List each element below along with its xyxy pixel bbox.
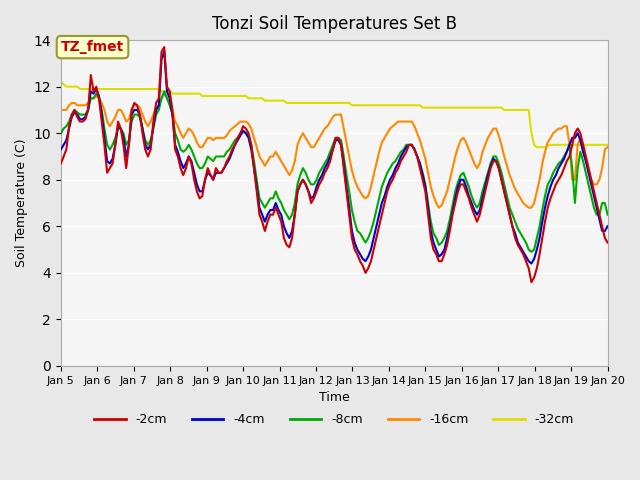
Y-axis label: Soil Temperature (C): Soil Temperature (C)	[15, 139, 28, 267]
Text: TZ_fmet: TZ_fmet	[61, 40, 124, 54]
Legend: -2cm, -4cm, -8cm, -16cm, -32cm: -2cm, -4cm, -8cm, -16cm, -32cm	[90, 408, 579, 432]
Title: Tonzi Soil Temperatures Set B: Tonzi Soil Temperatures Set B	[212, 15, 457, 33]
X-axis label: Time: Time	[319, 391, 349, 404]
